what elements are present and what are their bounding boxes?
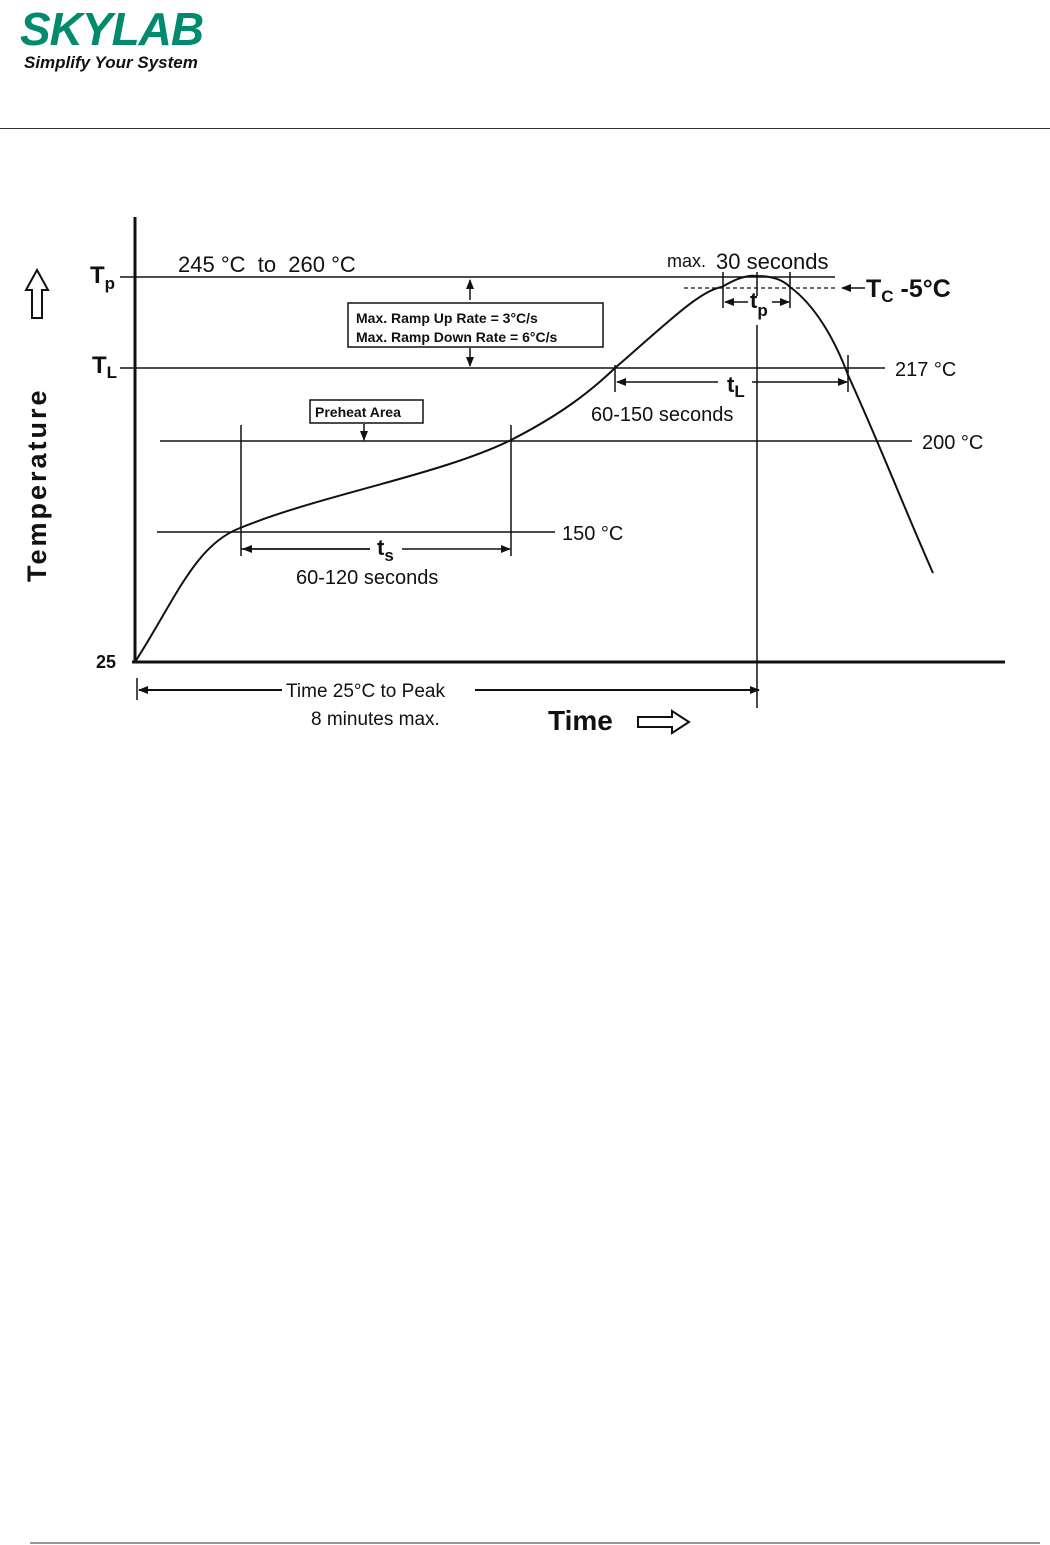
ramp-rate-box [347,302,604,348]
y-axis-label: Temperature [22,387,52,582]
reflow-profile-diagram: Tp TL 25 245 °C to 260 °C max. 30 second… [22,217,1005,736]
preheat-area-box [309,399,424,424]
time-right-arrow-icon [637,709,691,735]
time-to-peak-max-label: 8 minutes max. [311,709,440,730]
tl-label: TL [92,352,117,382]
tc-label: TC -5°C [866,275,951,306]
liquidus-temp-label: 217 °C [895,359,956,381]
tl-interval-label: tL [727,372,745,401]
liquidus-time-label: 60-150 seconds [591,404,733,426]
preheat-area-label: Preheat Area [315,404,401,420]
tp-interval-label: tp [750,288,768,320]
footer-divider [30,1542,1040,1544]
x-axis-label: Time [548,705,613,736]
preheat-max-temp-label: 200 °C [922,432,983,454]
peak-range-label: 245 °C to 260 °C [178,252,356,277]
temperature-up-arrow-icon [24,267,50,319]
ramp-up-label: Max. Ramp Up Rate = 3°C/s [356,310,538,326]
logo-tagline: Simplify Your System [24,53,198,72]
origin-label: 25 [96,652,116,672]
tp-label: Tp [90,262,115,293]
max-prefix: max. [667,251,706,271]
time-to-peak-label: Time 25°C to Peak [286,681,445,702]
max-time-label: 30 seconds [716,249,829,274]
ramp-down-label: Max. Ramp Down Rate = 6°C/s [356,329,557,345]
skylab-logo: SKYLAB Simplify Your System [20,3,204,72]
preheat-min-temp-label: 150 °C [562,523,623,545]
reflow-curve [134,274,934,663]
ts-interval-label: ts [377,535,394,565]
logo-text: SKYLAB [20,3,204,55]
header-divider [0,128,1050,129]
preheat-time-label: 60-120 seconds [296,567,438,589]
